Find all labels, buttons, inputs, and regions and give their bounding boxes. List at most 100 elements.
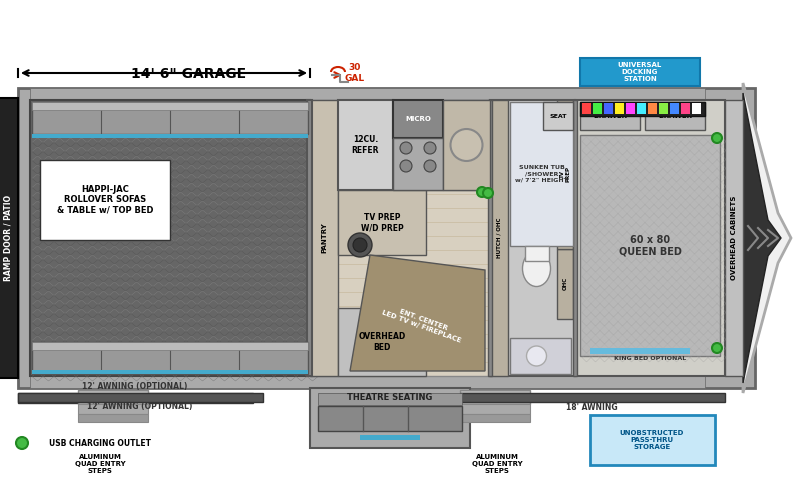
Bar (32, 370, 308, 374)
Bar (307, 100, 312, 376)
Bar (338, 100, 490, 190)
Text: ALUMINUM
QUAD ENTRY
STEPS: ALUMINUM QUAD ENTRY STEPS (472, 454, 522, 474)
Bar (18, 88, 755, 388)
Bar (659, 103, 668, 114)
Circle shape (16, 437, 28, 449)
Bar (604, 103, 613, 114)
Bar (310, 388, 470, 448)
Bar (490, 100, 575, 376)
Text: OHC: OHC (562, 277, 567, 290)
Bar (488, 100, 492, 376)
Circle shape (353, 238, 367, 252)
Bar (78, 404, 148, 414)
Text: HAPPI-JAC
ROLLOVER SOFAS
& TABLE w/ TOP BED: HAPPI-JAC ROLLOVER SOFAS & TABLE w/ TOP … (57, 185, 154, 215)
Bar (575, 100, 725, 376)
Text: USB CHARGING OUTLET: USB CHARGING OUTLET (49, 438, 151, 448)
Bar (32, 342, 308, 350)
Bar (510, 338, 571, 374)
Text: 12CU.
REFER: 12CU. REFER (352, 136, 379, 154)
Bar (582, 103, 591, 114)
Text: 18' AWNING: 18' AWNING (566, 402, 618, 411)
Text: MICRO: MICRO (405, 116, 431, 122)
Bar (681, 103, 690, 114)
Bar (593, 103, 602, 114)
Circle shape (477, 187, 487, 197)
Bar (32, 102, 308, 134)
Bar (580, 135, 720, 356)
Bar (460, 414, 530, 422)
Circle shape (424, 160, 436, 172)
Bar (580, 102, 705, 116)
Text: THEATRE SEATING: THEATRE SEATING (347, 394, 433, 402)
Text: DRAWER: DRAWER (593, 113, 627, 119)
Bar (338, 190, 426, 255)
Bar (360, 435, 420, 440)
Bar (460, 390, 530, 404)
Bar (18, 393, 263, 402)
Circle shape (526, 346, 546, 366)
Circle shape (348, 233, 372, 257)
Bar (460, 404, 530, 414)
Bar (338, 100, 393, 190)
Bar (18, 393, 253, 403)
Text: 30
GAL: 30 GAL (345, 64, 365, 82)
Text: TV PREP
W/D PREP: TV PREP W/D PREP (361, 213, 403, 232)
Bar (30, 100, 705, 376)
Text: ALUMINUM
QUAD ENTRY
STEPS: ALUMINUM QUAD ENTRY STEPS (74, 454, 126, 474)
Bar (32, 102, 308, 110)
Text: 14' 6" GARAGE: 14' 6" GARAGE (131, 67, 246, 81)
Bar (626, 103, 635, 114)
Circle shape (483, 188, 493, 198)
Bar (318, 393, 462, 405)
Bar (78, 414, 148, 422)
Text: TV
PREP: TV PREP (560, 166, 570, 182)
Bar (393, 138, 443, 190)
Bar (393, 100, 443, 138)
Bar (443, 100, 490, 190)
Bar (580, 58, 700, 86)
Bar (648, 103, 657, 114)
Text: HUTCH / OHC: HUTCH / OHC (497, 218, 502, 258)
Text: 12' AWNING (OPTIONAL): 12' AWNING (OPTIONAL) (82, 382, 188, 390)
Text: PANTRY: PANTRY (321, 222, 327, 254)
Circle shape (400, 142, 412, 154)
Bar (670, 103, 679, 114)
Polygon shape (743, 83, 791, 393)
Bar (725, 100, 743, 376)
Bar (32, 342, 308, 374)
Bar (490, 100, 508, 376)
Text: UNIVERSAL
DOCKING
STATION: UNIVERSAL DOCKING STATION (618, 62, 662, 82)
Text: RAMP DOOR / PATIO: RAMP DOOR / PATIO (3, 195, 13, 281)
Bar (525, 246, 549, 260)
Text: SUNKEN TUB
/SHOWER
w/ 7'2" HEIGHT: SUNKEN TUB /SHOWER w/ 7'2" HEIGHT (515, 166, 568, 182)
Bar (590, 415, 715, 465)
Bar (78, 390, 148, 404)
Bar (692, 103, 701, 114)
Bar (557, 248, 573, 318)
Circle shape (712, 133, 722, 143)
Text: OVERHEAD CABINETS: OVERHEAD CABINETS (731, 196, 737, 280)
Text: KING BED OPTIONAL: KING BED OPTIONAL (614, 356, 686, 360)
Text: SEAT: SEAT (550, 114, 566, 118)
Text: DRAWER: DRAWER (658, 113, 692, 119)
Bar (510, 102, 573, 246)
Ellipse shape (522, 250, 550, 286)
Bar (615, 103, 624, 114)
Bar (310, 100, 490, 376)
Text: 12' AWNING (OPTIONAL): 12' AWNING (OPTIONAL) (87, 402, 193, 411)
Bar (338, 308, 426, 376)
Bar (310, 100, 338, 376)
Bar (30, 88, 705, 100)
Bar (30, 376, 705, 388)
Circle shape (400, 160, 412, 172)
Bar (32, 134, 308, 138)
Text: OVERHEAD
BED: OVERHEAD BED (358, 332, 406, 351)
Text: ENT. CENTER
LED TV w/ FIREPLACE: ENT. CENTER LED TV w/ FIREPLACE (381, 302, 464, 344)
Circle shape (712, 343, 722, 353)
Text: 60 x 80
QUEEN BED: 60 x 80 QUEEN BED (618, 234, 682, 256)
Bar (0, 98, 18, 378)
Bar (580, 102, 640, 130)
Bar (543, 102, 573, 130)
Circle shape (424, 142, 436, 154)
Circle shape (450, 129, 482, 161)
